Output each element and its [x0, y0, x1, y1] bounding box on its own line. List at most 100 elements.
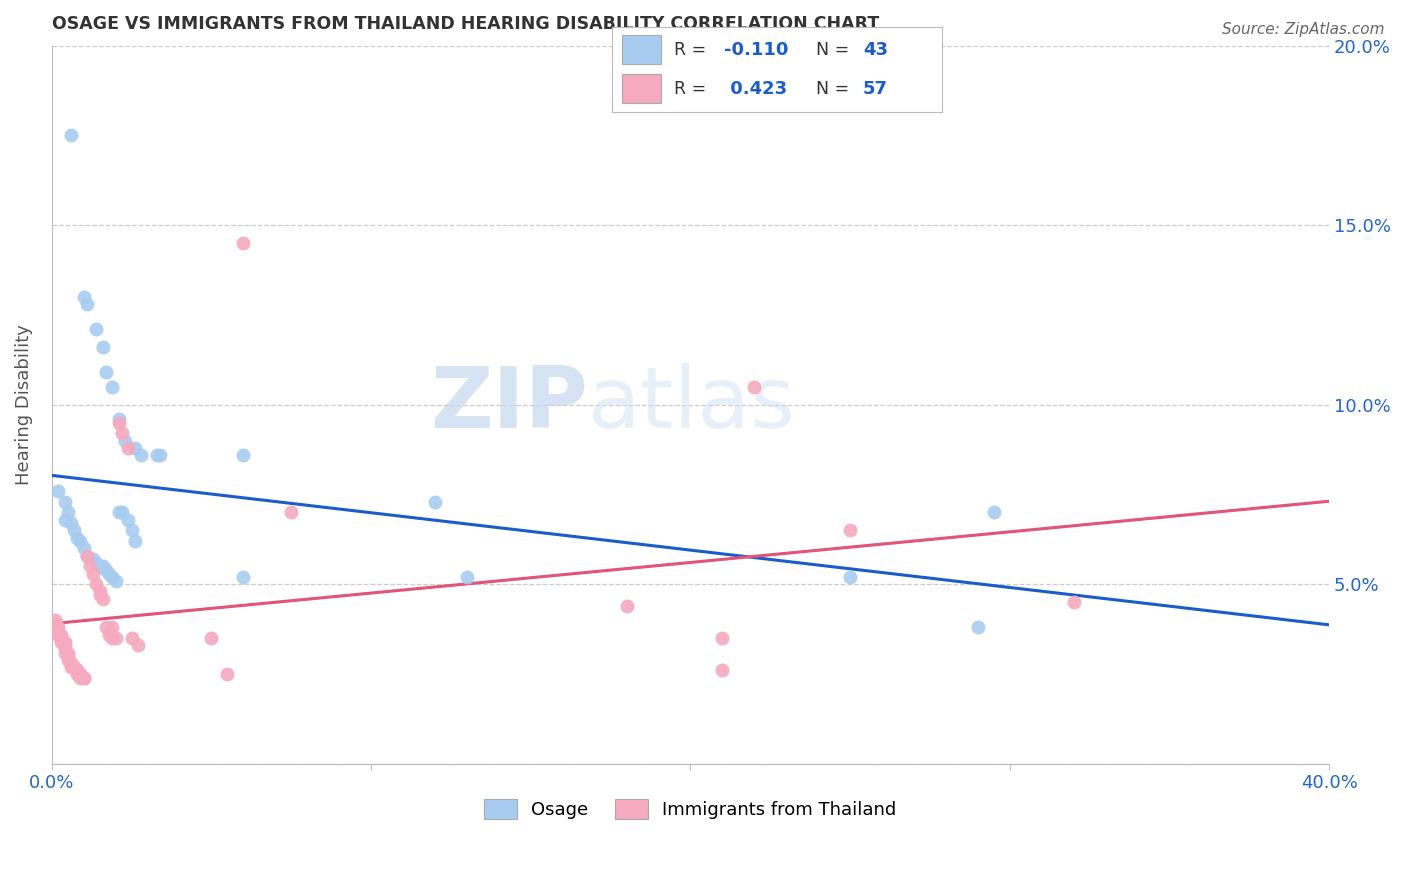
Point: [59, 657, 82, 671]
Text: OSAGE VS IMMIGRANTS FROM THAILAND HEARING DISABILITY CORRELATION CHART: OSAGE VS IMMIGRANTS FROM THAILAND HEARIN…: [52, 15, 879, 33]
Point: [63, 524, 86, 538]
Point: [124, 441, 146, 455]
Point: [711, 631, 734, 645]
Point: [59, 128, 82, 143]
Point: [59, 516, 82, 531]
Text: N =: N =: [817, 41, 855, 59]
Point: [46, 627, 69, 641]
Point: [53, 638, 76, 652]
Point: [86, 577, 108, 591]
Point: [101, 380, 124, 394]
Point: [79, 559, 101, 574]
Point: [1063, 595, 1085, 609]
Point: [82, 566, 104, 581]
Point: [616, 599, 638, 613]
FancyBboxPatch shape: [621, 74, 661, 103]
Point: [53, 641, 76, 656]
Point: [121, 524, 143, 538]
Point: [111, 506, 134, 520]
Point: [91, 340, 114, 354]
Point: [82, 552, 104, 566]
Point: [232, 570, 254, 584]
Point: [711, 664, 734, 678]
Point: [146, 448, 169, 462]
Point: [91, 559, 114, 574]
Point: [117, 441, 139, 455]
Point: [53, 634, 76, 648]
Point: [56, 646, 79, 660]
Point: [101, 631, 124, 645]
Point: [423, 494, 446, 508]
Text: 57: 57: [863, 79, 887, 97]
Point: [839, 524, 862, 538]
Point: [101, 620, 124, 634]
Point: [44, 613, 66, 627]
Point: [46, 620, 69, 634]
Point: [51, 634, 73, 648]
Point: [53, 494, 76, 508]
Legend: Osage, Immigrants from Thailand: Osage, Immigrants from Thailand: [477, 791, 904, 827]
Point: [66, 664, 89, 678]
Point: [53, 646, 76, 660]
Text: 43: 43: [863, 41, 887, 59]
Point: [86, 556, 108, 570]
Text: ZIP: ZIP: [430, 363, 588, 446]
Text: -0.110: -0.110: [724, 41, 789, 59]
Point: [76, 297, 98, 311]
Point: [73, 541, 96, 556]
Text: atlas: atlas: [588, 363, 796, 446]
Point: [89, 584, 111, 599]
Point: [839, 570, 862, 584]
Point: [59, 657, 82, 671]
Point: [200, 631, 222, 645]
FancyBboxPatch shape: [621, 35, 661, 64]
Point: [76, 549, 98, 563]
Point: [111, 426, 134, 441]
Point: [89, 588, 111, 602]
Point: [51, 631, 73, 645]
Point: [51, 627, 73, 641]
Point: [98, 566, 121, 581]
Point: [56, 506, 79, 520]
Point: [217, 667, 239, 681]
Point: [280, 506, 302, 520]
Point: [127, 638, 149, 652]
Point: [69, 534, 91, 549]
Point: [86, 322, 108, 336]
Point: [101, 570, 124, 584]
Point: [114, 434, 136, 448]
Point: [76, 549, 98, 563]
Point: [66, 667, 89, 681]
Point: [63, 660, 86, 674]
Point: [121, 631, 143, 645]
Point: [73, 290, 96, 304]
Point: [53, 513, 76, 527]
Point: [232, 236, 254, 251]
Point: [66, 664, 89, 678]
Point: [69, 667, 91, 681]
Point: [98, 627, 121, 641]
Point: [73, 671, 96, 685]
Point: [742, 380, 765, 394]
Point: [66, 531, 89, 545]
Point: [56, 653, 79, 667]
Point: [108, 416, 131, 430]
Point: [98, 624, 121, 638]
Text: 0.423: 0.423: [724, 79, 787, 97]
Point: [966, 620, 988, 634]
Point: [456, 570, 478, 584]
Point: [94, 620, 117, 634]
Point: [44, 616, 66, 631]
Point: [69, 667, 91, 681]
Point: [129, 448, 152, 462]
Point: [73, 671, 96, 685]
Point: [46, 483, 69, 498]
Point: [91, 591, 114, 606]
Point: [108, 506, 131, 520]
Point: [56, 649, 79, 664]
Point: [59, 660, 82, 674]
Text: N =: N =: [817, 79, 855, 97]
Point: [124, 534, 146, 549]
Point: [108, 412, 131, 426]
Point: [983, 506, 1005, 520]
